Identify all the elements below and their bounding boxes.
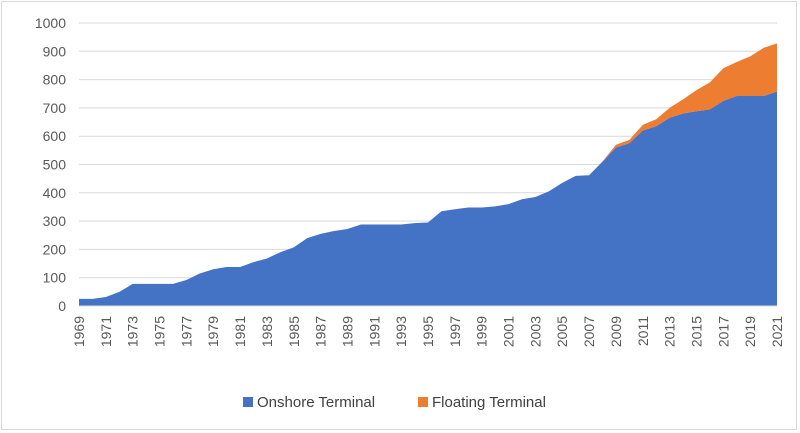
legend-label: Floating Terminal [432, 394, 546, 411]
x-tick-label: 2019 [742, 316, 758, 347]
y-tick-label: 0 [58, 298, 66, 314]
x-tick-label: 1995 [420, 316, 436, 347]
x-tick-label: 1987 [313, 316, 329, 347]
legend: Onshore Terminal Floating Terminal [243, 394, 546, 411]
x-tick-label: 2009 [608, 316, 624, 347]
x-tick-label: 2005 [554, 316, 570, 347]
x-tick-label: 2001 [501, 316, 517, 347]
x-tick-label: 1977 [178, 316, 194, 347]
x-tick-label: 1981 [232, 316, 248, 347]
x-tick-label: 1993 [393, 316, 409, 347]
area-onshore-terminal [79, 91, 777, 307]
y-tick-label: 800 [43, 72, 67, 88]
y-tick-label: 300 [43, 213, 67, 229]
x-tick-label: 1979 [205, 316, 221, 347]
y-tick-label: 200 [43, 241, 67, 257]
x-tick-label: 1975 [152, 316, 168, 347]
x-tick-label: 2013 [662, 316, 678, 347]
y-tick-label: 700 [43, 100, 67, 116]
y-axis-ticks: 0 100 200 300 400 500 600 700 800 900 1000 [35, 15, 66, 314]
y-tick-label: 1000 [35, 15, 66, 31]
x-tick-label: 1999 [474, 316, 490, 347]
y-tick-label: 600 [43, 128, 67, 144]
legend-label: Onshore Terminal [257, 394, 375, 411]
y-tick-label: 400 [43, 185, 67, 201]
x-tick-label: 2007 [581, 316, 597, 347]
legend-swatch [243, 397, 253, 407]
y-tick-label: 500 [43, 157, 67, 173]
legend-swatch [418, 397, 428, 407]
x-tick-label: 1989 [339, 316, 355, 347]
area-series [79, 43, 777, 307]
x-tick-label: 2011 [635, 316, 651, 346]
x-tick-label: 1973 [125, 316, 141, 347]
x-tick-label: 2015 [688, 316, 704, 347]
x-tick-label: 2021 [769, 316, 785, 347]
x-tick-label: 2003 [527, 316, 543, 347]
x-axis-ticks: 1969 1971 1973 1975 1977 1979 1981 1983 1985 1987… [71, 316, 785, 347]
y-tick-label: 900 [43, 43, 67, 59]
x-tick-label: 1969 [71, 316, 87, 347]
x-tick-label: 1997 [447, 316, 463, 347]
x-tick-label: 2017 [715, 316, 731, 347]
x-tick-label: 1971 [98, 316, 114, 347]
x-tick-label: 1985 [286, 316, 302, 347]
x-tick-label: 1991 [366, 316, 382, 347]
y-tick-label: 100 [43, 270, 67, 286]
x-tick-label: 1983 [259, 316, 275, 347]
